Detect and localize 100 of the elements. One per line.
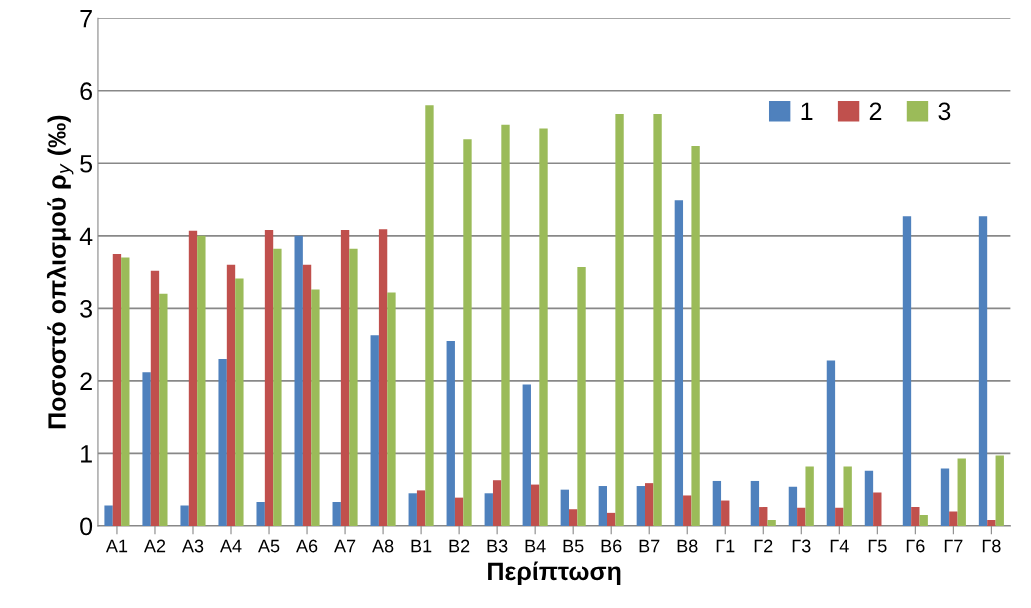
bar <box>218 359 227 526</box>
bar <box>484 493 493 526</box>
bar <box>446 340 455 526</box>
bar <box>843 466 852 526</box>
legend-label: 3 <box>938 102 951 121</box>
bar <box>568 509 578 526</box>
bar <box>759 507 768 526</box>
x-tick-label: Β8 <box>677 539 698 553</box>
x-tick-label: Α3 <box>181 539 204 553</box>
bar <box>188 230 198 526</box>
x-axis-title: Περίπτωση <box>488 561 621 586</box>
x-tick-label: Α5 <box>258 539 280 553</box>
x-tick-label: Α4 <box>220 539 242 553</box>
legend-label: 2 <box>869 102 882 120</box>
x-tick-label: Γ3 <box>792 539 811 553</box>
bar <box>919 515 928 526</box>
bar <box>987 520 996 526</box>
bar <box>332 501 341 526</box>
bar <box>797 507 806 526</box>
bar <box>674 200 684 526</box>
bar <box>835 507 844 526</box>
bar <box>767 520 776 526</box>
x-tick-label: Β5 <box>563 539 584 553</box>
y-tick-label: 5 <box>80 155 93 173</box>
bar <box>750 480 760 526</box>
y-tick-label: 7 <box>80 10 92 28</box>
bar <box>408 493 417 526</box>
bar <box>112 253 122 526</box>
bar <box>492 480 502 526</box>
legend-label: 1 <box>801 102 813 120</box>
x-tick-label: Α2 <box>143 539 166 553</box>
bar <box>653 113 662 526</box>
x-tick-label: Β1 <box>411 539 432 553</box>
bar <box>598 486 608 526</box>
bar <box>454 497 464 526</box>
y-tick-label: 2 <box>80 372 92 390</box>
x-tick-label: Γ6 <box>906 539 925 553</box>
bar <box>294 235 303 526</box>
bar <box>712 480 722 526</box>
y-tick-label: 4 <box>79 227 93 245</box>
bar <box>560 489 569 526</box>
x-tick-label: Β2 <box>449 539 470 553</box>
bar <box>121 257 130 526</box>
bar <box>370 335 379 526</box>
bar <box>826 360 836 526</box>
x-tick-label: Β7 <box>639 539 660 553</box>
bar <box>264 230 274 526</box>
bar <box>501 124 510 526</box>
bar <box>463 139 472 526</box>
bar <box>902 216 912 526</box>
bar <box>539 128 548 526</box>
bar <box>425 105 434 526</box>
bar <box>615 113 624 526</box>
bar <box>349 248 358 526</box>
bar <box>636 486 646 526</box>
bar <box>150 270 160 526</box>
bar <box>302 264 312 526</box>
bar <box>940 468 950 526</box>
bar <box>873 492 882 526</box>
bar <box>522 384 531 526</box>
bar <box>416 490 426 526</box>
bar <box>340 230 350 526</box>
x-tick-label: Β6 <box>601 539 622 553</box>
x-tick-label: Α6 <box>296 539 318 553</box>
bar <box>378 229 388 526</box>
bar <box>995 455 1004 526</box>
bar <box>273 248 282 526</box>
x-tick-label: Α7 <box>334 539 356 553</box>
bar <box>788 486 798 526</box>
bar <box>911 507 920 526</box>
bar <box>142 372 151 526</box>
bar <box>577 267 586 526</box>
bar <box>645 483 654 526</box>
y-tick-label: 3 <box>80 299 92 318</box>
bar <box>691 145 700 526</box>
bar <box>256 501 265 526</box>
bar <box>235 278 244 526</box>
bar <box>530 484 540 526</box>
bar <box>864 470 874 526</box>
y-tick-label: 1 <box>81 445 92 463</box>
x-tick-label: Γ2 <box>754 539 773 553</box>
x-tick-label: Γ4 <box>830 539 849 553</box>
x-tick-label: Β3 <box>487 539 508 553</box>
bar <box>180 505 189 526</box>
x-tick-label: Α1 <box>105 539 128 553</box>
bar <box>607 512 616 526</box>
bar <box>104 505 113 526</box>
bar <box>721 500 730 526</box>
x-tick-label: Γ5 <box>868 539 887 553</box>
x-tick-label: Γ1 <box>716 539 735 553</box>
bar <box>949 511 958 526</box>
bar <box>805 466 814 526</box>
bar <box>311 289 320 526</box>
bar <box>159 293 168 526</box>
x-tick-label: Γ8 <box>982 539 1001 553</box>
bar <box>387 292 396 526</box>
bar <box>226 264 236 526</box>
bar <box>957 458 966 526</box>
bar <box>978 216 988 526</box>
y-tick-label: 0 <box>80 517 93 536</box>
